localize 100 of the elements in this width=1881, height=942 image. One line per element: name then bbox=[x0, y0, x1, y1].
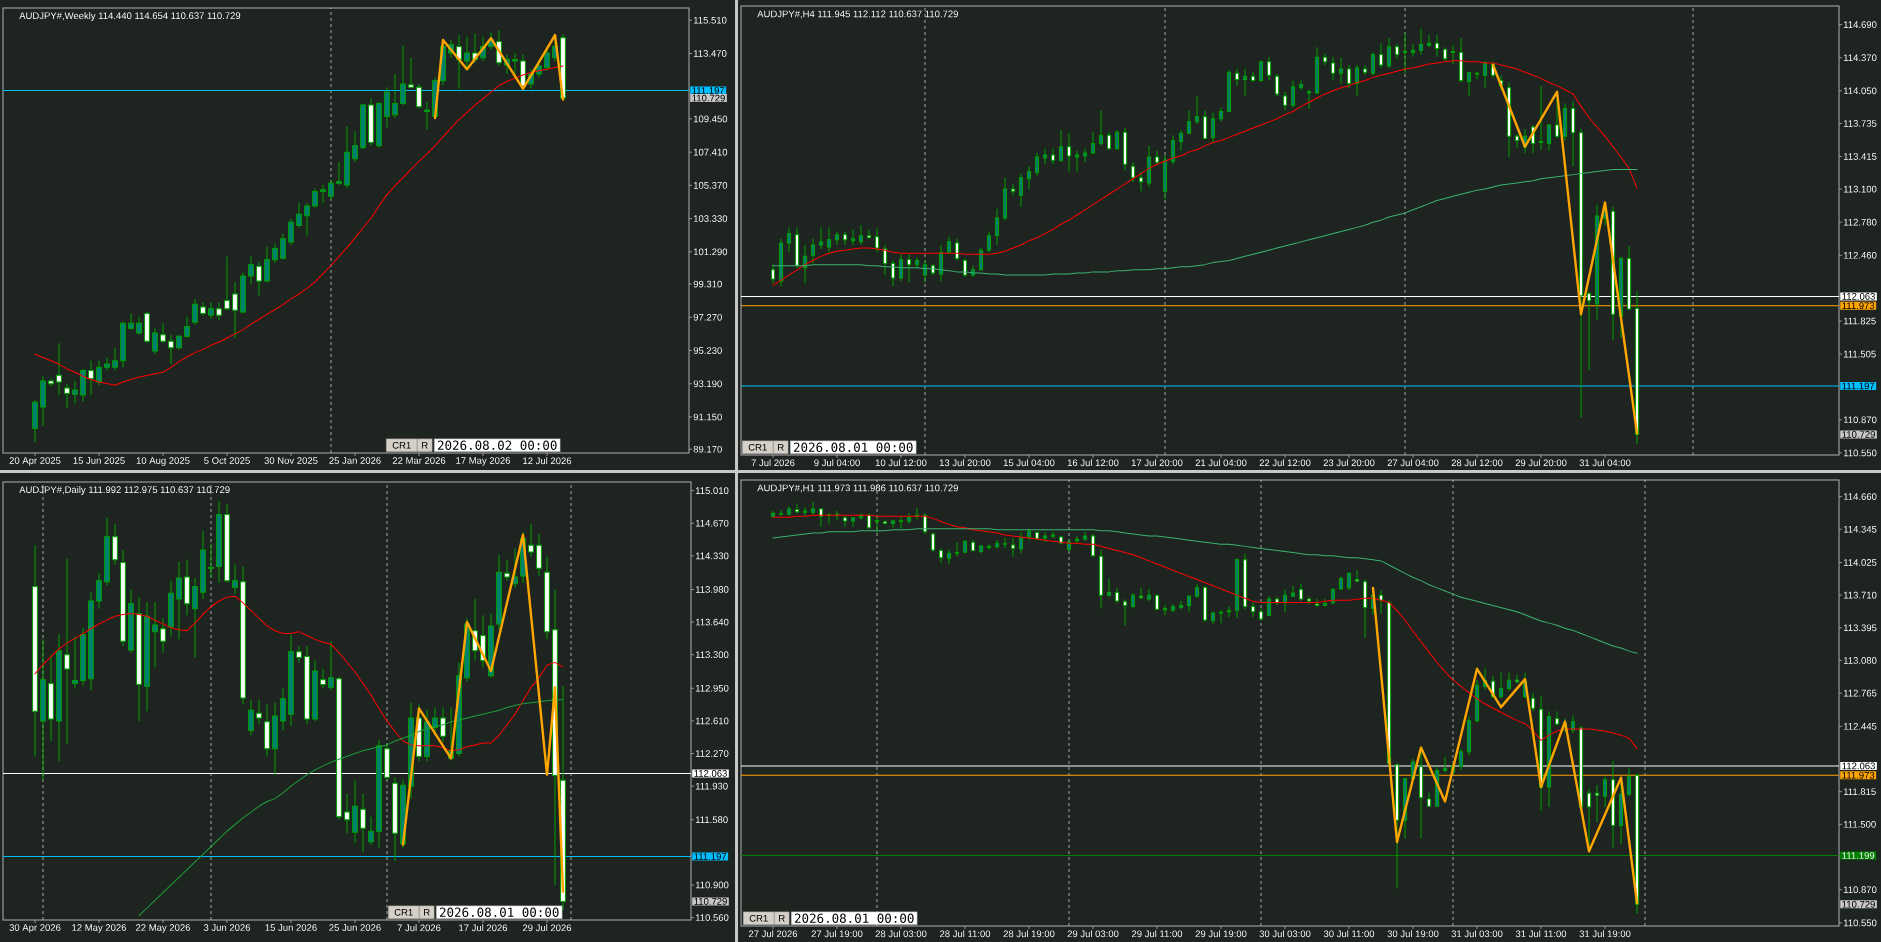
y-tick-label: 113.100 bbox=[1843, 185, 1877, 193]
ref-line-label: 111.199 bbox=[1842, 852, 1875, 859]
x-tick-label: 10 Jul 12:00 bbox=[875, 459, 927, 467]
y-tick-label: 114.025 bbox=[1843, 559, 1877, 566]
chart-title: AUDJPY#,Daily 111.992 112.975 110.637 110.729 bbox=[19, 486, 230, 495]
y-tick-label: 112.950 bbox=[695, 684, 729, 692]
ref-line-label: 112.063 bbox=[1842, 293, 1875, 300]
y-tick-label: 113.980 bbox=[695, 586, 729, 593]
x-tick-label: 13 Jul 20:00 bbox=[939, 459, 991, 467]
x-tick-label: 29 Jul 20:00 bbox=[1515, 459, 1567, 467]
y-tick-label: 113.640 bbox=[695, 618, 729, 626]
x-tick-label: 31 Jul 03:00 bbox=[1451, 930, 1503, 938]
y-tick-label: 115.510 bbox=[693, 16, 727, 24]
y-tick-label: 110.870 bbox=[1843, 886, 1877, 894]
text: 110.729 bbox=[694, 898, 727, 905]
x-tick-label: 30 Jul 11:00 bbox=[1323, 930, 1375, 938]
x-tick-label: 30 Jul 03:00 bbox=[1259, 930, 1311, 938]
y-tick-label: 101.290 bbox=[693, 248, 728, 256]
ref-line-label: 112.063 bbox=[694, 770, 727, 777]
x-tick-label: 27 Jul 2026 bbox=[748, 930, 798, 938]
annotation: 2026.08.01 00:00 bbox=[794, 913, 914, 924]
x-tick-label: 29 Jul 03:00 bbox=[1067, 930, 1119, 938]
y-tick-label: 110.900 bbox=[695, 881, 729, 889]
y-tick-label: 113.395 bbox=[1843, 624, 1877, 632]
x-tick-label: 28 Jul 11:00 bbox=[939, 930, 991, 938]
y-tick-label: 99.310 bbox=[693, 280, 722, 288]
y-tick-label: 110.550 bbox=[1843, 449, 1877, 457]
x-tick-label: 3 Jun 2026 bbox=[203, 924, 251, 931]
y-tick-label: 112.610 bbox=[695, 717, 729, 725]
chart-title: AUDJPY#,H4 111.945 112.112 110.637 110.729 bbox=[757, 10, 958, 19]
x-tick-label: 30 Nov 2025 bbox=[264, 457, 318, 464]
y-tick-label: 113.470 bbox=[693, 50, 727, 57]
y-tick-label: 95.230 bbox=[693, 347, 722, 354]
ref-line-label: 111.973 bbox=[1842, 302, 1875, 310]
x-tick-label: 25 Jan 2026 bbox=[329, 457, 381, 464]
text: 110.729 bbox=[1842, 431, 1875, 438]
y-tick-label: 111.825 bbox=[1843, 317, 1876, 325]
y-tick-label: 113.300 bbox=[695, 651, 729, 659]
y-tick-label: 112.460 bbox=[1843, 251, 1877, 259]
y-tick-label: 113.080 bbox=[1843, 657, 1877, 664]
annotation: R bbox=[424, 909, 430, 916]
text: CR1 bbox=[749, 914, 768, 922]
y-tick-label: 110.550 bbox=[1843, 919, 1877, 927]
y-tick-label: 105.370 bbox=[693, 182, 728, 189]
y-tick-label: 109.450 bbox=[693, 115, 728, 123]
ref-line-label: 111.197 bbox=[1842, 382, 1875, 390]
y-tick-label: 111.505 bbox=[1843, 350, 1876, 358]
annotation: R bbox=[422, 442, 428, 449]
x-tick-label: 15 Jun 2025 bbox=[73, 457, 125, 464]
x-tick-label: 28 Jul 12:00 bbox=[1451, 459, 1503, 467]
x-tick-label: 17 Jul 2026 bbox=[459, 924, 508, 932]
y-tick-label: 114.660 bbox=[1843, 493, 1877, 500]
x-tick-label: 25 Jun 2026 bbox=[329, 924, 381, 931]
x-tick-label: 15 Jul 04:00 bbox=[1003, 459, 1055, 467]
ref-line-label: 111.197 bbox=[692, 87, 725, 94]
y-tick-label: 97.270 bbox=[693, 313, 722, 321]
ref-line-label: 112.063 bbox=[1842, 762, 1875, 770]
chart-title: AUDJPY#,Weekly 114.440 114.654 110.637 110.729 bbox=[19, 12, 241, 21]
y-tick-label: 93.190 bbox=[693, 380, 722, 388]
y-tick-label: 114.370 bbox=[1843, 54, 1877, 62]
annotation: CR1 bbox=[394, 908, 413, 916]
y-tick-label: 112.270 bbox=[695, 750, 729, 757]
y-tick-label: 114.330 bbox=[695, 552, 729, 560]
x-tick-label: 12 Jul 2026 bbox=[523, 457, 572, 465]
x-tick-label: 20 Apr 2025 bbox=[9, 457, 61, 466]
y-tick-label: 110.560 bbox=[695, 914, 729, 921]
x-tick-label: 22 Mar 2026 bbox=[392, 457, 446, 464]
text: 110.729 bbox=[692, 94, 725, 102]
y-tick-label: 111.500 bbox=[1843, 820, 1876, 828]
y-tick-label: 114.050 bbox=[1843, 87, 1877, 95]
text: 110.729 bbox=[1842, 900, 1875, 908]
x-tick-label: 31 Jul 04:00 bbox=[1579, 459, 1631, 467]
x-tick-label: 29 Jul 19:00 bbox=[1195, 930, 1247, 938]
y-tick-label: 115.010 bbox=[695, 487, 729, 494]
x-tick-label: 22 May 2026 bbox=[136, 924, 191, 933]
annotation: 2026.08.02 00:00 bbox=[437, 440, 557, 451]
x-tick-label: 22 Jul 12:00 bbox=[1259, 459, 1311, 467]
y-tick-label: 111.930 bbox=[695, 782, 728, 790]
x-tick-label: 17 May 2026 bbox=[456, 457, 511, 466]
x-tick-label: 7 Jul 2026 bbox=[397, 924, 441, 932]
y-tick-label: 113.415 bbox=[1843, 153, 1877, 160]
y-tick-label: 114.690 bbox=[1843, 21, 1877, 28]
y-tick-label: 103.330 bbox=[693, 215, 728, 222]
y-tick-label: 112.445 bbox=[1843, 722, 1877, 730]
y-tick-label: 111.815 bbox=[1843, 788, 1876, 796]
x-tick-label: 7 Jul 2026 bbox=[751, 459, 795, 467]
x-tick-label: 10 Aug 2025 bbox=[136, 457, 190, 466]
x-tick-label: 31 Jul 11:00 bbox=[1515, 930, 1567, 938]
y-tick-label: 113.710 bbox=[1843, 591, 1877, 599]
x-tick-label: 29 Jul 2026 bbox=[522, 924, 572, 932]
y-tick-label: 114.670 bbox=[695, 519, 729, 527]
y-tick-label: 112.780 bbox=[1843, 218, 1877, 226]
y-tick-label: 112.765 bbox=[1843, 689, 1877, 697]
x-tick-label: 31 Jul 19:00 bbox=[1579, 930, 1631, 938]
x-tick-label: 30 Apr 2026 bbox=[9, 924, 61, 933]
x-tick-label: 27 Jul 04:00 bbox=[1387, 459, 1439, 467]
annotation: R bbox=[779, 915, 785, 922]
y-tick-label: 114.345 bbox=[1843, 525, 1877, 533]
ref-line-label: 111.973 bbox=[1842, 771, 1875, 779]
annotation: 2026.08.01 00:00 bbox=[439, 907, 559, 918]
